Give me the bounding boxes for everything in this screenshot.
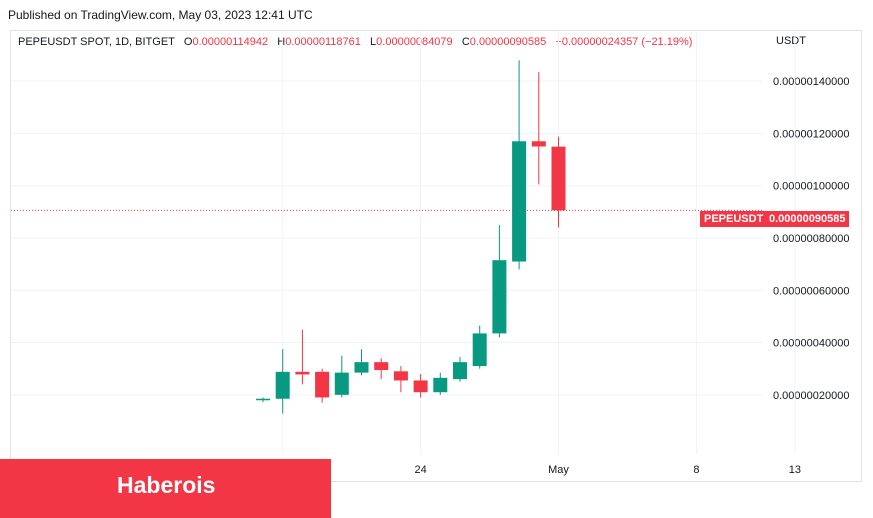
candle-body [393,371,408,381]
y-tick-label: 0.00000140000 [773,76,849,88]
y-tick-label: 0.00000120000 [773,128,849,140]
candle-body [531,141,546,147]
candle-body [413,380,428,393]
chart-frame [10,30,862,482]
candle-body [492,260,507,334]
published-caption: Published on TradingView.com, May 03, 20… [8,8,313,22]
brand-banner: Haberois [0,459,331,518]
open-value: 0.00000114942 [192,36,269,48]
close-label: C [461,36,470,48]
symbol-label: PEPEUSDT SPOT, 1D, BITGET [18,36,175,48]
candle-body [433,377,448,393]
last-price-value-tag: 0.00000090585 [765,211,850,227]
candle-body [472,333,487,367]
candle-body [334,372,349,395]
candle-body [374,362,389,370]
close-value: 0.00000090585 [469,36,547,48]
y-tick-label: 0.00000080000 [773,233,849,245]
x-tick-label: 24 [414,464,426,476]
high-label: H [277,36,286,48]
y-tick-label: 0.00000100000 [773,181,849,193]
candle-body [256,398,270,401]
y-tick-label: 0.00000040000 [773,338,849,350]
low-label: L [370,36,377,48]
low-value: 0.00000084079 [376,36,453,48]
candle-body [295,371,310,375]
candle-body [551,146,566,211]
high-value: 0.00000118761 [285,36,361,48]
x-tick-label: May [548,464,569,476]
y-tick-label: 0.00000020000 [773,390,849,402]
candle-body [315,371,330,398]
open-label: O [183,36,193,48]
brand-name: Haberois [117,472,216,498]
candle-body [512,141,527,262]
x-tick-label: 8 [693,464,699,476]
change-value: −0.00000024357 (−21.19%) [555,36,693,48]
last-price-symbol-tag: PEPEUSDT [700,211,768,227]
candle-body [275,371,290,399]
currency-label[interactable]: USDT [776,35,806,47]
y-tick-label: 0.00000060000 [773,285,849,297]
candle-body [354,362,369,373]
chart-legend: PEPEUSDT SPOT, 1D, BITGET O0.00000114942… [18,36,692,48]
x-tick-label: 13 [789,464,801,476]
candle-body [453,362,467,380]
